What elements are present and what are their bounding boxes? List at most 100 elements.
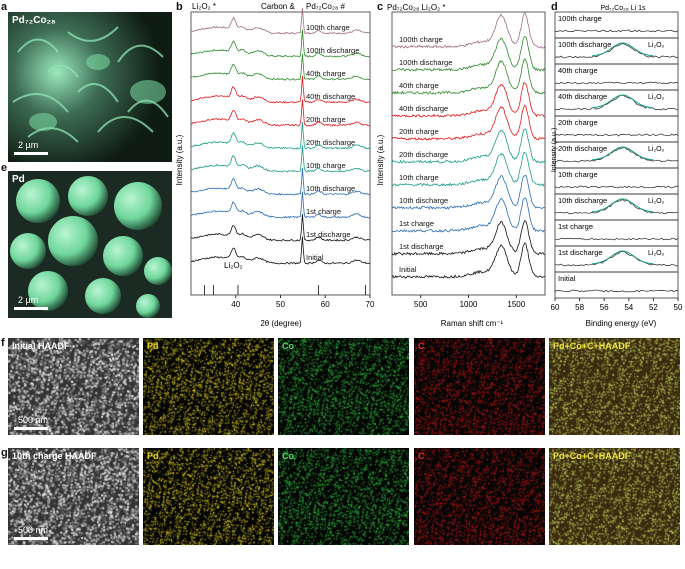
xrd-title-item: Pd₇₂Co₂₈ # — [306, 2, 346, 11]
map-texture — [549, 338, 680, 435]
raman-series-line — [391, 151, 546, 187]
xrd-series-label: 40th charge — [306, 69, 346, 78]
xrd-series-line — [190, 167, 371, 196]
xps-ylabel: Intensity (a.u.) — [551, 128, 558, 172]
map-label: Pd — [147, 451, 159, 461]
panel-g-letter: g — [1, 447, 8, 459]
map-label: C — [418, 451, 425, 461]
raman-series-label: 1st discharge — [399, 242, 444, 251]
xrd-xtick-label: 70 — [366, 300, 375, 309]
scale-label: 500 nm — [18, 415, 49, 425]
raman-series-line — [391, 242, 546, 279]
sem-image-pdco: Pd₇₂Co₂₈ 2 µm — [8, 12, 172, 162]
xps-series-line — [554, 146, 679, 163]
xps-title: Pd₇₂Co₂₈ Li 1s — [601, 5, 646, 12]
xps-series-line — [554, 29, 679, 33]
xps-xlabel: Binding energy (eV) — [586, 319, 657, 328]
raman-ylabel: Intensity (a.u.) — [377, 134, 385, 185]
raman-series-line — [391, 35, 546, 72]
raman-series-label: Initial — [399, 265, 417, 274]
xrd-series-label: 40th discharge — [306, 92, 355, 101]
xps-xtick-label: 58 — [575, 303, 584, 312]
raman-series-label: 20th charge — [399, 127, 439, 136]
xps-series-label: 20th discharge — [558, 144, 607, 153]
xps-series-line — [554, 237, 679, 241]
xps-series-label: 100th discharge — [558, 40, 611, 49]
xrd-series-line — [191, 75, 371, 104]
xrd-series-line — [190, 53, 371, 81]
map-texture — [8, 448, 139, 545]
xps-peak-label: Li₂O₂ — [648, 94, 665, 101]
xrd-xlabel: 2θ (degree) — [260, 319, 302, 328]
xps-series-label: 1st charge — [558, 222, 593, 231]
map-label: Co — [282, 341, 294, 351]
raman-series-line — [391, 58, 546, 95]
sem-label-pd: Pd — [12, 174, 25, 185]
raman-series-line — [391, 12, 546, 49]
raman-series-label: 40th charge — [399, 81, 439, 90]
xps-spectrum-box — [554, 271, 679, 299]
sem-image-pd: Pd 2 µm — [8, 171, 172, 318]
xrd-series-label: 1st discharge — [306, 230, 351, 239]
xrd-series-label: 1st charge — [306, 207, 341, 216]
scale-bar — [14, 537, 48, 540]
xps-series-label: 10th charge — [558, 170, 598, 179]
scale-label: 2 µm — [18, 295, 39, 305]
xps-peak-label: Li₂O₂ — [648, 42, 665, 49]
raman-series-line — [391, 174, 545, 210]
xps-fit-line — [591, 198, 654, 213]
xps-series-label: Initial — [558, 274, 576, 283]
xrd-series-line — [190, 99, 371, 127]
xps-fit-line — [591, 250, 654, 265]
xrd-series-line — [190, 29, 371, 58]
map-label: Pd — [147, 341, 159, 351]
raman-series-label: 20th discharge — [399, 150, 448, 159]
scale-bar — [14, 307, 48, 310]
panel-b-letter: b — [176, 1, 183, 13]
xrd-xtick-label: 50 — [276, 300, 285, 309]
xrd-title-item: Carbon & — [261, 2, 295, 11]
xps-series-line — [554, 133, 679, 137]
raman-series-line — [391, 219, 546, 256]
xrd-series-line — [190, 7, 371, 35]
xrd-series-line — [190, 145, 371, 173]
raman-xtick-label: 500 — [414, 300, 428, 309]
map-texture — [414, 448, 545, 545]
panel-c-letter: c — [377, 1, 384, 13]
raman-series-label: 1st charge — [399, 219, 434, 228]
raman-series-label: 100th discharge — [399, 58, 452, 67]
scale-bar — [14, 427, 48, 430]
raman-series-line — [391, 128, 546, 164]
raman-xlabel: Raman shift cm⁻¹ — [441, 319, 504, 328]
map-texture — [143, 448, 274, 545]
haadf-image: Initial HAADF 500 nm — [8, 338, 139, 435]
map-texture — [143, 338, 274, 435]
xps-series-label: 40th discharge — [558, 92, 607, 101]
xrd-series-label: Initial — [306, 253, 324, 262]
xps-series-label: 100th charge — [558, 14, 602, 23]
map-label: C — [418, 341, 425, 351]
xps-series-line — [554, 185, 679, 189]
scale-bar — [14, 152, 48, 155]
xps-xtick-label: 56 — [600, 303, 609, 312]
raman-series-line — [391, 104, 546, 141]
xps-series-label: 10th discharge — [558, 196, 607, 205]
xps-series-label: 1st discharge — [558, 248, 603, 257]
map-texture — [549, 448, 680, 545]
xps-series-line — [554, 81, 679, 85]
raman-series-line — [391, 81, 546, 118]
panel-f-letter: f — [1, 337, 5, 349]
raman-series-line — [391, 197, 546, 233]
scale-label: 2 µm — [18, 140, 39, 150]
xps-chart: Pd₇₂Co₂₈ Li 1s 100th charge Li₂O₂ 100th di… — [551, 5, 683, 328]
eds-map-tile: Pd+Co+C+HAADF — [549, 448, 680, 545]
xps-xtick-label: 60 — [551, 303, 560, 312]
panel-a-letter: a — [1, 1, 8, 13]
xps-series-label: 20th charge — [558, 118, 598, 127]
xps-series-line — [554, 43, 679, 59]
xrd-series-label: 20th discharge — [306, 138, 355, 147]
map-texture — [278, 338, 409, 435]
xps-fit-line — [591, 94, 654, 109]
raman-title: Pd₇₂Co₂₈ Li₂O₂ * — [387, 3, 446, 12]
xps-peak-label: Li₂O₂ — [648, 146, 665, 153]
